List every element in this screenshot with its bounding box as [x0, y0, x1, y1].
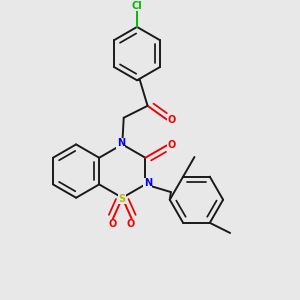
- Text: N: N: [144, 178, 152, 188]
- Text: N: N: [117, 138, 125, 148]
- Text: O: O: [167, 115, 176, 125]
- Text: O: O: [109, 220, 117, 230]
- Text: Cl: Cl: [132, 1, 143, 11]
- Text: S: S: [118, 194, 125, 204]
- Text: O: O: [127, 220, 135, 230]
- Text: O: O: [167, 140, 176, 150]
